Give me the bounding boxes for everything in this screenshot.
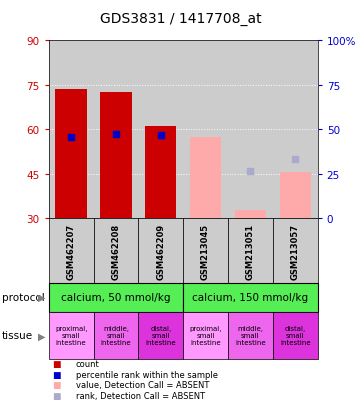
Bar (49, 312, 93, 359)
Bar (228, 219, 273, 283)
Bar (145, 127, 177, 219)
Text: middle,
small
intestine: middle, small intestine (101, 325, 131, 346)
Text: count: count (76, 359, 100, 368)
Text: distal,
small
intestine: distal, small intestine (145, 325, 176, 346)
Bar (93, 219, 138, 283)
Text: GSM213045: GSM213045 (201, 223, 210, 279)
Bar (138, 219, 183, 283)
Text: ■: ■ (52, 380, 61, 389)
Bar (279, 173, 311, 219)
Text: ■: ■ (52, 359, 61, 368)
Text: middle,
small
intestine: middle, small intestine (235, 325, 266, 346)
Text: GSM462209: GSM462209 (156, 223, 165, 279)
Bar (183, 219, 228, 283)
Bar (273, 312, 318, 359)
Bar (49, 219, 93, 283)
Text: value, Detection Call = ABSENT: value, Detection Call = ABSENT (76, 380, 209, 389)
Bar (183, 312, 228, 359)
Text: calcium, 50 mmol/kg: calcium, 50 mmol/kg (61, 292, 171, 302)
Text: rank, Detection Call = ABSENT: rank, Detection Call = ABSENT (76, 391, 205, 400)
Text: distal,
small
intestine: distal, small intestine (280, 325, 310, 346)
Bar (228, 312, 273, 359)
Text: protocol: protocol (2, 292, 44, 302)
Bar (56, 90, 87, 219)
Text: GSM213051: GSM213051 (246, 223, 255, 279)
Text: tissue: tissue (2, 330, 33, 341)
Text: ▶: ▶ (38, 292, 45, 302)
Text: proximal,
small
intestine: proximal, small intestine (55, 325, 87, 346)
Bar (100, 93, 132, 219)
Bar (273, 219, 318, 283)
Text: ■: ■ (52, 391, 61, 400)
Bar (183, 283, 318, 312)
Bar (235, 210, 266, 219)
Bar (190, 138, 221, 219)
Text: calcium, 150 mmol/kg: calcium, 150 mmol/kg (192, 292, 309, 302)
Text: GDS3831 / 1417708_at: GDS3831 / 1417708_at (100, 12, 261, 26)
Text: percentile rank within the sample: percentile rank within the sample (76, 370, 218, 379)
Text: ■: ■ (52, 370, 61, 379)
Text: ▶: ▶ (38, 330, 45, 341)
Bar (138, 312, 183, 359)
Text: GSM462208: GSM462208 (112, 223, 121, 279)
Bar (49, 283, 183, 312)
Text: proximal,
small
intestine: proximal, small intestine (190, 325, 222, 346)
Text: GSM213057: GSM213057 (291, 223, 300, 279)
Bar (93, 312, 138, 359)
Text: GSM462207: GSM462207 (67, 223, 76, 279)
